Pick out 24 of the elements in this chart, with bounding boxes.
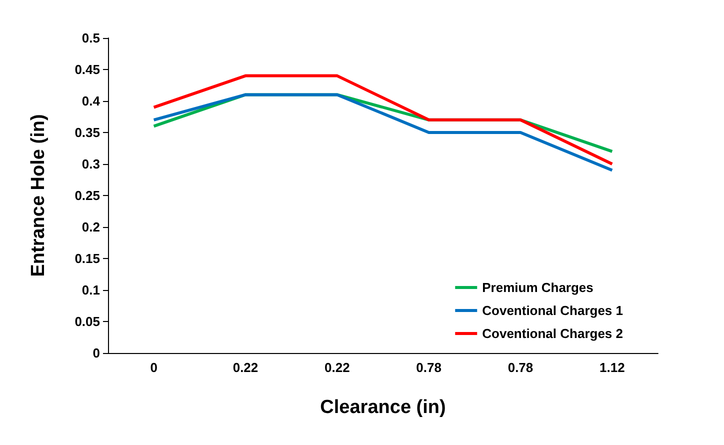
x-tick-label: 0.22 — [324, 360, 350, 375]
x-tick-label: 0.22 — [232, 360, 258, 375]
y-tick-label: 0.25 — [74, 188, 100, 203]
y-tick-label: 0.15 — [74, 251, 100, 266]
x-axis-title: Clearance (in) — [320, 397, 446, 418]
x-tick-label: 0.78 — [416, 360, 442, 375]
x-tick-label: 1.12 — [600, 360, 625, 375]
y-tick-label: 0 — [92, 346, 100, 360]
y-tick-label: 0.2 — [82, 220, 100, 234]
y-tick-label: 0.4 — [82, 94, 101, 108]
x-tick-label: 0.78 — [508, 360, 534, 375]
line-series — [152, 93, 614, 172]
y-tick-label: 0.1 — [82, 282, 100, 298]
legend-label: Coventional Charges 2 — [482, 326, 624, 341]
y-tick-label: 0.5 — [82, 30, 100, 46]
x-tick-label: 0 — [150, 360, 158, 375]
y-tick-label: 0.45 — [74, 62, 100, 77]
y-tick-label: 0.05 — [74, 314, 100, 329]
y-tick-label: 0.35 — [74, 125, 100, 140]
line-series — [152, 74, 614, 166]
y-axis-title: Entrance Hole (in) — [28, 114, 49, 277]
legend-label: Coventional Charges 1 — [482, 303, 624, 318]
legend-label: Premium Charges — [482, 280, 594, 295]
y-tick-label: 0.3 — [82, 156, 100, 172]
